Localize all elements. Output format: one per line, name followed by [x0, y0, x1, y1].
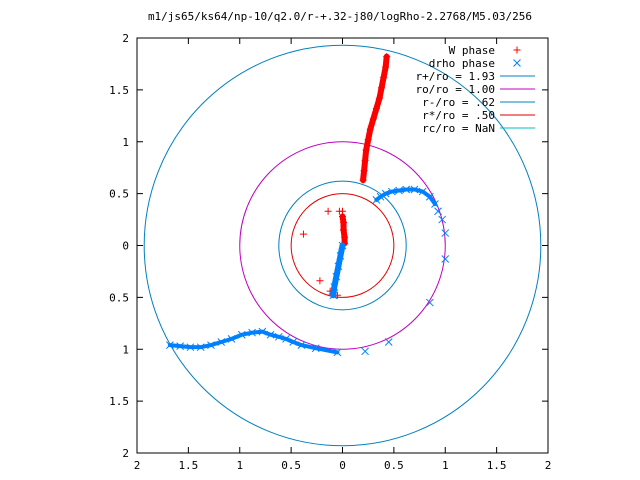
- point-s1-19: [425, 298, 434, 307]
- point-s0-14: [335, 207, 343, 215]
- point-s1-21: [441, 229, 450, 237]
- y-tick-label: 0.5: [109, 291, 129, 304]
- x-tick-label: 1.5: [178, 459, 198, 472]
- point-s1-22: [438, 215, 447, 224]
- legend-label-3: ro/ro = 1.00: [416, 83, 495, 96]
- point-s0-22: [316, 277, 324, 285]
- point-s0-16: [299, 230, 307, 238]
- x-tick-label: 0: [339, 459, 346, 472]
- legend-label-1: drho phase: [429, 57, 495, 70]
- w-phase-inner-band: [339, 213, 348, 247]
- circle-0: [143, 44, 542, 447]
- legend-label-4: r-/ro = .62: [422, 96, 495, 109]
- y-tick-label: 1: [122, 343, 129, 356]
- point-s1-18: [384, 338, 393, 346]
- drho-phase-lower-band: [167, 329, 340, 355]
- y-tick-label: 1.5: [109, 84, 129, 97]
- x-tick-label: 1: [442, 459, 449, 472]
- legend-label-0: W phase: [449, 44, 495, 57]
- drho-phase-upper-band: [374, 187, 437, 206]
- w-phase-upper-band: [360, 53, 390, 184]
- y-tick-label: 0: [122, 240, 129, 253]
- point-s1-20: [441, 255, 450, 263]
- x-tick-label: 2: [545, 459, 552, 472]
- y-tick-label: 2: [122, 32, 129, 45]
- point-s0-15: [324, 207, 332, 215]
- x-tick-label: 0.5: [281, 459, 301, 472]
- circle-2: [278, 180, 407, 311]
- legend-swatch-0: [513, 46, 521, 54]
- x-tick-label: 1: [236, 459, 243, 472]
- circles-layer: [143, 44, 542, 447]
- x-tick-label: 2: [134, 459, 141, 472]
- y-tick-label: 2: [122, 447, 129, 460]
- legend-label-5: r*/ro = .50: [422, 109, 495, 122]
- x-tick-label: 0.5: [384, 459, 404, 472]
- points-layer: [166, 53, 450, 357]
- circle-3: [290, 193, 395, 298]
- y-tick-label: 1: [122, 136, 129, 149]
- y-tick-label: 0.5: [109, 188, 129, 201]
- point-s1-17: [361, 347, 369, 356]
- drho-phase-inner-band: [330, 242, 346, 299]
- legend-label-6: rc/ro = NaN: [422, 122, 495, 135]
- legend-swatch-1: [513, 59, 521, 67]
- point-s1-23: [434, 207, 442, 216]
- circle-1: [239, 141, 446, 350]
- chart-title: m1/js65/ks64/np-10/q2.0/r-+.32-j80/logRh…: [148, 10, 532, 23]
- legend-label-2: r+/ro = 1.93: [416, 70, 495, 83]
- y-tick-label: 1.5: [109, 395, 129, 408]
- x-tick-label: 1.5: [487, 459, 507, 472]
